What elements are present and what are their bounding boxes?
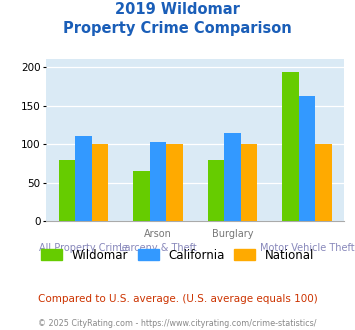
Text: All Property Crime: All Property Crime	[39, 243, 128, 252]
Bar	[299, 96, 315, 221]
Bar	[315, 144, 332, 221]
Bar	[166, 144, 182, 221]
Bar	[75, 136, 92, 221]
Text: Compared to U.S. average. (U.S. average equals 100): Compared to U.S. average. (U.S. average …	[38, 294, 317, 304]
Bar	[150, 142, 166, 221]
Text: Property Crime Comparison: Property Crime Comparison	[63, 21, 292, 36]
Bar	[92, 144, 108, 221]
Bar	[208, 160, 224, 221]
Text: Larceny & Theft: Larceny & Theft	[119, 243, 197, 252]
Legend: Wildomar, California, National: Wildomar, California, National	[36, 244, 319, 266]
Bar	[241, 144, 257, 221]
Text: Arson: Arson	[144, 229, 172, 239]
Bar	[59, 159, 75, 221]
Text: Motor Vehicle Theft: Motor Vehicle Theft	[260, 243, 354, 252]
Bar	[133, 171, 150, 221]
Text: © 2025 CityRating.com - https://www.cityrating.com/crime-statistics/: © 2025 CityRating.com - https://www.city…	[38, 319, 317, 328]
Bar	[224, 133, 241, 221]
Text: Burglary: Burglary	[212, 229, 253, 239]
Bar	[283, 73, 299, 221]
Text: 2019 Wildomar: 2019 Wildomar	[115, 2, 240, 16]
